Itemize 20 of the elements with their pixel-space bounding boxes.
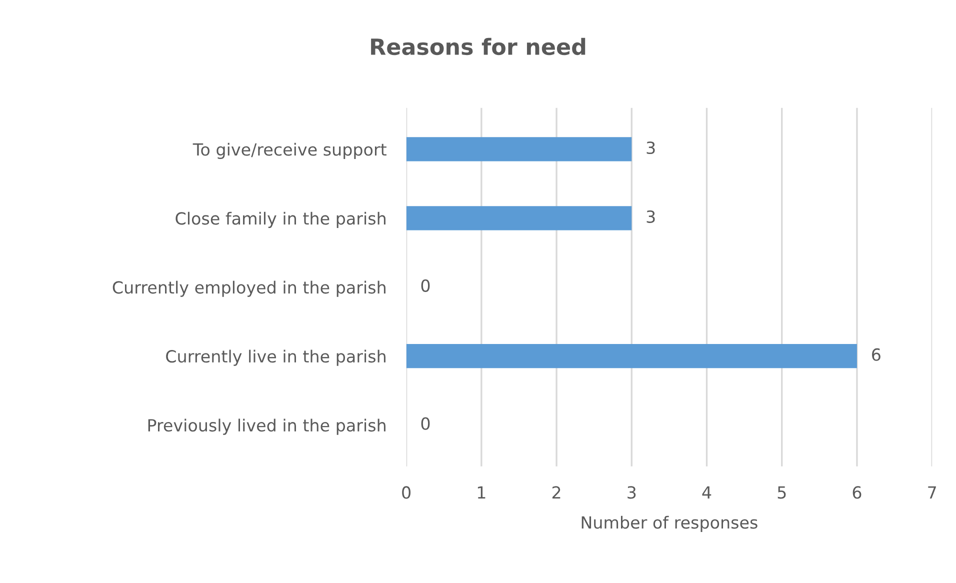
data-label: 0 [421, 279, 430, 292]
chart-title: Reasons for need [371, 38, 586, 56]
data-label: 6 [872, 348, 880, 361]
x-tick-label: 6 [852, 486, 862, 499]
x-tick-label: 2 [552, 486, 560, 499]
y-tick-label: Previously lived in the parish [148, 418, 386, 435]
x-tick-label: 0 [402, 486, 410, 499]
y-tick-label: To give/receive support [192, 142, 386, 160]
x-tick-label: 5 [778, 486, 786, 499]
y-tick-label: Currently live in the parish [166, 350, 386, 366]
y-tick-label: Currently employed in the parish [112, 280, 386, 297]
x-tick-label: 3 [628, 486, 636, 499]
x-tick-label: 7 [928, 486, 936, 499]
data-label: 3 [646, 141, 655, 154]
y-tick-label: Close family in the parish [176, 212, 386, 228]
x-tick-label: 4 [702, 486, 712, 499]
data-label: 3 [646, 210, 655, 224]
data-label: 0 [421, 417, 430, 430]
x-tick-label: 1 [478, 486, 486, 499]
x-axis-title: Number of responses [582, 516, 758, 532]
